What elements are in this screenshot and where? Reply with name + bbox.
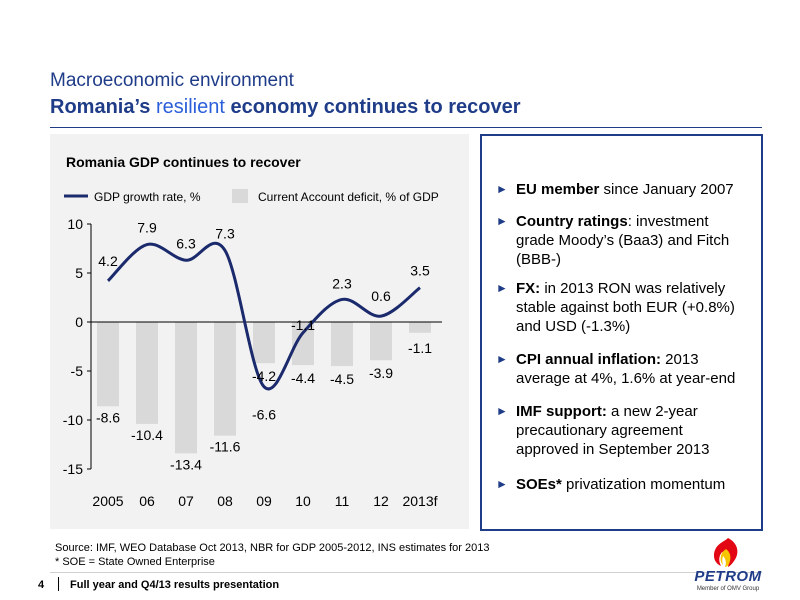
bullet-imf: ► IMF support: a new 2-year precautionary… xyxy=(496,402,748,459)
bullet-text: a new 2-year precautionary agreement app… xyxy=(516,403,710,458)
data-label-current-account: -4.2 xyxy=(252,368,276,384)
x-tick-label: 11 xyxy=(335,493,350,509)
chart-panel: Romania GDP continues to recover GDP grow… xyxy=(50,134,469,529)
logo-tagline: Member of OMV Group xyxy=(696,586,760,592)
bullet-arrow-icon: ► xyxy=(496,352,508,366)
bullet-bold: FX: xyxy=(516,280,541,297)
y-tick-label: -5 xyxy=(71,363,84,379)
y-tick-label: 5 xyxy=(75,265,83,281)
y-tick-label: 0 xyxy=(75,314,83,330)
data-label-current-account: -11.6 xyxy=(210,439,241,455)
data-label-current-account: -13.4 xyxy=(170,456,202,472)
bullet-text: 2013 average at 4%, 1.6% at year-end xyxy=(516,351,736,387)
bar-current-account xyxy=(214,322,236,436)
bullet-arrow-icon: ► xyxy=(496,477,508,491)
data-label-gdp: -6.6 xyxy=(252,407,276,423)
x-tick-label: 10 xyxy=(295,493,311,509)
footer-separator xyxy=(58,577,59,591)
bullet-bold: SOEs* xyxy=(516,476,562,493)
x-tick-label: 12 xyxy=(373,493,389,509)
bullet-text: : investment grade Moody’s (Baa3) and Fi… xyxy=(516,213,730,268)
bullet-bold: CPI annual inflation: xyxy=(516,351,661,368)
highlights-panel: ► EU member since January 2007 ► Country r… xyxy=(480,134,763,531)
data-label-gdp: 7.9 xyxy=(137,220,157,236)
x-tick-label: 09 xyxy=(256,493,272,509)
legend-bar-swatch xyxy=(232,189,248,203)
bullet-bold: EU member xyxy=(516,181,600,198)
bullet-arrow-icon: ► xyxy=(496,182,508,196)
data-label-current-account: -8.6 xyxy=(96,409,120,425)
soe-footnote: * SOE = State Owned Enterprise xyxy=(55,556,215,568)
petrom-logo: PETROM Member of OMV Group xyxy=(688,535,768,595)
bar-current-account xyxy=(292,322,314,366)
source-note: Source: IMF, WEO Database Oct 2013, NBR … xyxy=(55,542,490,554)
bullet-bold: IMF support: xyxy=(516,403,607,420)
chart-title: Romania GDP continues to recover xyxy=(66,154,301,170)
logo-wordmark: PETROM xyxy=(694,568,762,585)
bullet-arrow-icon: ► xyxy=(496,281,508,295)
bar-current-account xyxy=(175,322,197,454)
bullet-cpi: ► CPI annual inflation: 2013 average at 4… xyxy=(496,350,748,388)
bar-current-account xyxy=(331,322,353,367)
bullet-arrow-icon: ► xyxy=(496,214,508,228)
line-gdp-growth xyxy=(106,241,421,391)
title-accent-word: resilient xyxy=(155,96,225,118)
bar-current-account xyxy=(253,322,275,364)
bullet-soes: ► SOEs* privatization momentum xyxy=(496,475,748,494)
legend-label-gdp: GDP growth rate, % xyxy=(94,190,201,204)
x-tick-label: 08 xyxy=(217,493,233,509)
bar-current-account xyxy=(97,322,119,407)
gdp-chart: Romania GDP continues to recover GDP grow… xyxy=(63,154,442,509)
bullet-country-ratings: ► Country ratings: investment grade Moody… xyxy=(496,212,748,269)
data-label-gdp: 2.3 xyxy=(332,275,352,291)
presentation-title: Full year and Q4/13 results presentation xyxy=(70,579,280,591)
data-label-gdp: -1.1 xyxy=(291,317,315,333)
petrom-flame-icon xyxy=(713,538,738,567)
data-label-current-account: -4.4 xyxy=(291,370,315,386)
bar-current-account xyxy=(136,322,158,424)
bullet-eu-member: ► EU member since January 2007 xyxy=(496,180,748,199)
section-subtitle: Macroeconomic environment xyxy=(50,70,294,91)
title-part-1: Romania’s xyxy=(50,96,156,118)
data-label-current-account: -1.1 xyxy=(408,340,432,356)
bullet-fx: ► FX: in 2013 RON was relatively stable a… xyxy=(496,279,748,336)
data-label-gdp: 6.3 xyxy=(176,235,196,251)
bar-current-account xyxy=(370,322,392,361)
data-label-gdp: 4.2 xyxy=(98,253,118,269)
header-divider xyxy=(50,127,762,128)
bullet-text: privatization momentum xyxy=(561,476,726,493)
data-label-gdp: 7.3 xyxy=(215,225,235,241)
data-label-gdp: 3.5 xyxy=(410,263,430,279)
page-number: 4 xyxy=(38,579,45,591)
page-title: Romania’s resilient economy continues to… xyxy=(50,96,521,119)
footer-divider xyxy=(50,572,762,573)
bullet-text: since January 2007 xyxy=(599,181,734,198)
data-label-gdp: 0.6 xyxy=(371,288,391,304)
legend-label-current-account: Current Account deficit, % of GDP xyxy=(258,190,439,204)
y-tick-label: -15 xyxy=(63,461,83,477)
bullet-text: in 2013 RON was relatively stable agains… xyxy=(516,280,735,335)
data-label-current-account: -10.4 xyxy=(131,427,163,443)
data-label-current-account: -3.9 xyxy=(369,365,393,381)
title-part-2: economy continues to recover xyxy=(224,96,521,118)
bullet-arrow-icon: ► xyxy=(496,404,508,418)
bullet-bold: Country ratings xyxy=(516,213,628,230)
bar-current-account xyxy=(409,322,431,333)
y-tick-label: -10 xyxy=(63,412,83,428)
x-tick-label: 07 xyxy=(178,493,194,509)
x-tick-label: 2013f xyxy=(402,493,437,509)
y-tick-label: 10 xyxy=(67,216,83,232)
data-label-current-account: -4.5 xyxy=(330,371,354,387)
x-tick-label: 2005 xyxy=(92,493,123,509)
x-tick-label: 06 xyxy=(139,493,155,509)
